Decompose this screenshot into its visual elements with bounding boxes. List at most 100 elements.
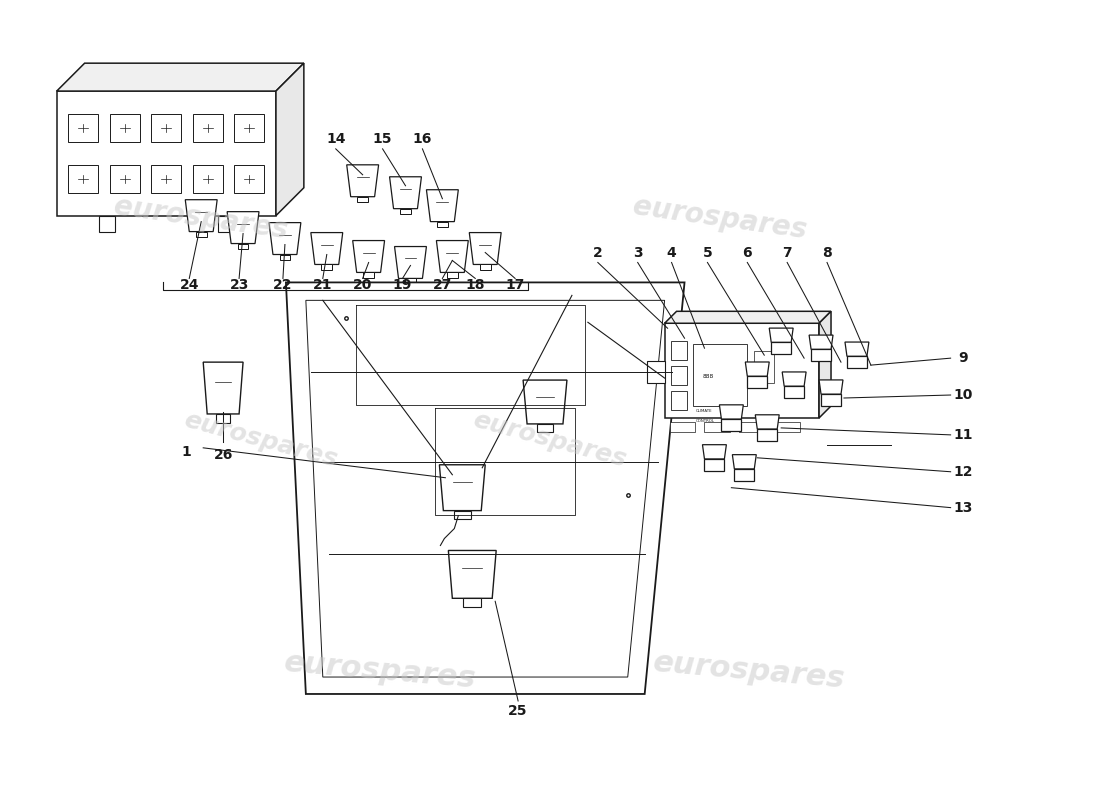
Text: 15: 15 bbox=[373, 132, 393, 146]
Bar bbox=[671, 342, 686, 360]
Text: 3: 3 bbox=[632, 246, 642, 259]
Text: 17: 17 bbox=[505, 278, 525, 292]
Bar bbox=[196, 231, 207, 238]
Bar bbox=[747, 376, 767, 388]
Text: 888: 888 bbox=[703, 374, 714, 378]
Bar bbox=[447, 273, 458, 278]
Bar bbox=[811, 350, 830, 361]
Bar bbox=[463, 598, 481, 607]
Polygon shape bbox=[353, 241, 385, 273]
Bar bbox=[321, 265, 332, 270]
Bar bbox=[821, 394, 842, 406]
Bar bbox=[400, 209, 411, 214]
Bar bbox=[68, 114, 98, 142]
Text: CLIMATE: CLIMATE bbox=[695, 409, 712, 413]
Polygon shape bbox=[820, 311, 830, 418]
Text: 26: 26 bbox=[213, 448, 233, 462]
Text: 21: 21 bbox=[314, 278, 332, 292]
Bar bbox=[771, 342, 791, 354]
Polygon shape bbox=[437, 241, 469, 273]
Polygon shape bbox=[810, 335, 833, 350]
Text: 23: 23 bbox=[230, 278, 249, 292]
Polygon shape bbox=[664, 311, 830, 323]
Bar bbox=[755, 351, 774, 383]
Polygon shape bbox=[185, 200, 217, 231]
Polygon shape bbox=[346, 165, 378, 197]
Text: 6: 6 bbox=[742, 246, 752, 259]
Bar bbox=[437, 222, 448, 227]
Polygon shape bbox=[276, 63, 304, 216]
Polygon shape bbox=[427, 190, 459, 222]
Bar bbox=[405, 278, 416, 284]
Text: eurospares: eurospares bbox=[652, 648, 847, 694]
Polygon shape bbox=[439, 465, 485, 510]
Text: 18: 18 bbox=[465, 278, 485, 292]
Bar bbox=[757, 429, 778, 441]
Bar bbox=[693, 344, 747, 406]
Bar bbox=[774, 422, 800, 432]
Bar bbox=[739, 422, 766, 432]
Text: 20: 20 bbox=[353, 278, 372, 292]
Text: CONTROL: CONTROL bbox=[695, 419, 715, 423]
Text: 27: 27 bbox=[432, 278, 452, 292]
Bar bbox=[99, 216, 114, 231]
Text: 7: 7 bbox=[782, 246, 792, 259]
Text: 25: 25 bbox=[508, 704, 528, 718]
Polygon shape bbox=[782, 372, 806, 386]
Text: 16: 16 bbox=[412, 132, 432, 146]
Text: 1: 1 bbox=[182, 445, 191, 459]
Bar bbox=[363, 273, 374, 278]
Polygon shape bbox=[449, 550, 496, 598]
Bar bbox=[670, 422, 695, 432]
Text: 22: 22 bbox=[273, 278, 293, 292]
Text: eurospares: eurospares bbox=[182, 408, 341, 472]
Bar bbox=[847, 356, 867, 368]
Bar bbox=[704, 459, 725, 470]
Bar bbox=[537, 424, 553, 432]
Text: eurospares: eurospares bbox=[471, 408, 629, 472]
Bar bbox=[152, 114, 182, 142]
Polygon shape bbox=[270, 222, 301, 254]
Polygon shape bbox=[746, 362, 769, 376]
Text: 9: 9 bbox=[959, 351, 968, 365]
Polygon shape bbox=[389, 177, 421, 209]
Text: eurospares: eurospares bbox=[630, 193, 808, 245]
Bar bbox=[480, 265, 491, 270]
Polygon shape bbox=[756, 414, 779, 429]
Polygon shape bbox=[524, 380, 567, 424]
Polygon shape bbox=[733, 454, 757, 469]
Bar bbox=[784, 386, 804, 398]
Bar bbox=[735, 469, 755, 481]
Polygon shape bbox=[703, 445, 726, 459]
Polygon shape bbox=[845, 342, 869, 356]
Text: eurospares: eurospares bbox=[284, 648, 477, 694]
Bar bbox=[68, 165, 98, 193]
Polygon shape bbox=[57, 91, 276, 216]
Bar bbox=[722, 419, 741, 430]
Bar bbox=[704, 422, 730, 432]
Text: 10: 10 bbox=[954, 388, 974, 402]
Text: 4: 4 bbox=[667, 246, 676, 259]
Text: 5: 5 bbox=[703, 246, 713, 259]
Bar bbox=[358, 197, 368, 202]
Text: 11: 11 bbox=[954, 428, 974, 442]
Polygon shape bbox=[311, 233, 343, 265]
Polygon shape bbox=[395, 246, 427, 278]
Text: 24: 24 bbox=[179, 278, 199, 292]
Text: eurospares: eurospares bbox=[112, 193, 290, 245]
Bar bbox=[192, 165, 223, 193]
Text: 8: 8 bbox=[822, 246, 832, 259]
Text: 19: 19 bbox=[393, 278, 412, 292]
Bar bbox=[110, 165, 140, 193]
Bar bbox=[671, 391, 686, 410]
Bar bbox=[671, 366, 686, 385]
Bar bbox=[234, 114, 264, 142]
Polygon shape bbox=[769, 328, 793, 342]
Polygon shape bbox=[286, 282, 684, 694]
Bar bbox=[238, 243, 249, 250]
Polygon shape bbox=[719, 405, 744, 419]
Bar bbox=[216, 414, 230, 423]
Bar bbox=[218, 216, 234, 231]
Text: 12: 12 bbox=[954, 465, 974, 478]
Bar bbox=[192, 114, 223, 142]
